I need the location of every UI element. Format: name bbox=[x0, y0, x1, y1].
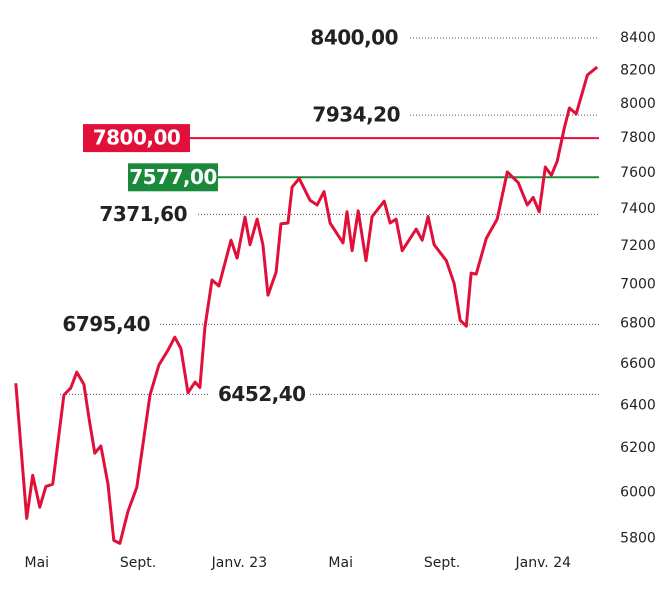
reference-label: 7371,60 bbox=[99, 202, 187, 226]
y-tick-label: 8200 bbox=[620, 63, 656, 79]
y-tick-label: 7600 bbox=[620, 165, 656, 181]
x-tick-label: Janv. 24 bbox=[515, 555, 572, 571]
x-tick-label: Mai bbox=[328, 555, 353, 571]
y-tick-label: 6800 bbox=[620, 315, 656, 331]
y-tick-label: 7400 bbox=[620, 201, 656, 217]
label-box bbox=[83, 124, 190, 153]
y-tick-label: 6600 bbox=[620, 356, 656, 372]
label-box bbox=[128, 163, 218, 192]
y-tick-label: 5800 bbox=[620, 530, 656, 546]
y-tick-label: 6000 bbox=[620, 485, 656, 501]
x-tick-label: Sept. bbox=[120, 555, 156, 571]
y-tick-label: 7200 bbox=[620, 238, 656, 254]
reference-label: 7934,20 bbox=[312, 103, 400, 127]
reference-label: 7577,00 bbox=[129, 165, 217, 189]
x-tick-label: Mai bbox=[25, 555, 50, 571]
y-tick-label: 8000 bbox=[620, 96, 656, 112]
y-tick-label: 8400 bbox=[620, 30, 656, 46]
x-tick-label: Sept. bbox=[424, 555, 460, 571]
reference-label: 8400,00 bbox=[310, 26, 398, 50]
y-tick-label: 7000 bbox=[620, 276, 656, 292]
y-tick-label: 6200 bbox=[620, 440, 656, 456]
price-line bbox=[14, 65, 599, 545]
y-tick-label: 6400 bbox=[620, 397, 656, 413]
y-tick-label: 7800 bbox=[620, 130, 656, 146]
reference-label: 6795,40 bbox=[62, 312, 150, 336]
reference-label: 6452,40 bbox=[218, 382, 306, 406]
reference-label: 7800,00 bbox=[93, 126, 181, 150]
x-tick-label: Janv. 23 bbox=[211, 555, 268, 571]
